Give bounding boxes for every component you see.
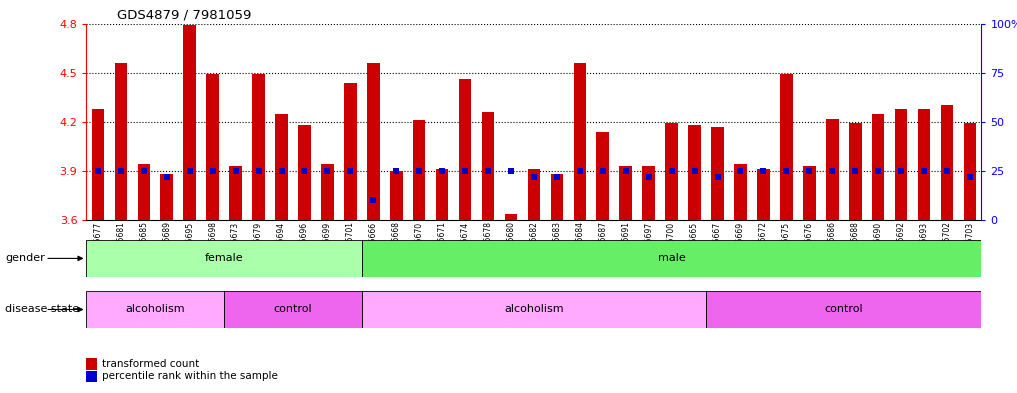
Bar: [86, 240, 362, 277]
Point: [870, 168, 886, 174]
Point: [135, 168, 152, 174]
Bar: [706, 291, 981, 328]
Bar: [115, 63, 127, 220]
Point: [710, 174, 726, 180]
Bar: [711, 127, 724, 220]
Point: [962, 174, 978, 180]
Point: [159, 174, 175, 180]
Bar: [86, 291, 224, 328]
Point: [365, 197, 381, 204]
Point: [182, 168, 198, 174]
Text: GDS4879 / 7981059: GDS4879 / 7981059: [117, 9, 251, 22]
Text: control: control: [825, 305, 863, 314]
Point: [250, 168, 266, 174]
Bar: [362, 291, 706, 328]
Point: [641, 174, 657, 180]
Bar: [504, 213, 518, 220]
Point: [342, 168, 358, 174]
Bar: [643, 166, 655, 220]
Point: [319, 168, 336, 174]
Point: [572, 168, 588, 174]
Bar: [757, 169, 770, 220]
Point: [89, 168, 106, 174]
Bar: [574, 63, 586, 220]
Bar: [367, 63, 379, 220]
Bar: [92, 109, 104, 220]
Bar: [780, 74, 792, 220]
Bar: [298, 125, 311, 220]
Point: [388, 168, 405, 174]
Point: [732, 168, 749, 174]
Bar: [895, 109, 907, 220]
Bar: [689, 125, 701, 220]
Bar: [941, 105, 953, 220]
Bar: [183, 25, 196, 220]
Bar: [413, 120, 425, 220]
Text: transformed count: transformed count: [102, 359, 199, 369]
Bar: [436, 169, 448, 220]
Point: [778, 168, 794, 174]
Bar: [276, 114, 288, 220]
Point: [939, 168, 955, 174]
Text: alcoholism: alcoholism: [504, 305, 563, 314]
Bar: [872, 114, 885, 220]
Bar: [206, 74, 219, 220]
Point: [595, 168, 611, 174]
Point: [824, 168, 840, 174]
Text: disease state: disease state: [5, 305, 79, 314]
Point: [663, 168, 679, 174]
Bar: [161, 174, 173, 220]
Point: [204, 168, 221, 174]
Text: percentile rank within the sample: percentile rank within the sample: [102, 371, 278, 382]
Bar: [344, 83, 357, 220]
Bar: [252, 74, 264, 220]
Bar: [224, 291, 362, 328]
Point: [893, 168, 909, 174]
Point: [274, 168, 290, 174]
Bar: [826, 119, 839, 220]
Bar: [803, 166, 816, 220]
Point: [847, 168, 863, 174]
Bar: [528, 169, 540, 220]
Point: [801, 168, 818, 174]
Point: [480, 168, 496, 174]
Point: [296, 168, 312, 174]
Text: gender: gender: [5, 253, 45, 263]
Bar: [619, 166, 632, 220]
Point: [113, 168, 129, 174]
Bar: [550, 174, 563, 220]
Point: [502, 168, 519, 174]
Point: [457, 168, 473, 174]
Text: male: male: [658, 253, 685, 263]
Text: alcoholism: alcoholism: [125, 305, 185, 314]
Point: [526, 174, 542, 180]
Point: [756, 168, 772, 174]
Bar: [459, 79, 472, 220]
Bar: [321, 164, 334, 220]
Point: [228, 168, 244, 174]
Bar: [229, 166, 242, 220]
Bar: [482, 112, 494, 220]
Point: [686, 168, 703, 174]
Bar: [596, 132, 609, 220]
Bar: [137, 164, 151, 220]
Text: control: control: [274, 305, 312, 314]
Point: [411, 168, 427, 174]
Bar: [665, 123, 678, 220]
Bar: [390, 171, 403, 220]
Bar: [734, 164, 746, 220]
Point: [434, 168, 451, 174]
Point: [916, 168, 933, 174]
Point: [549, 174, 565, 180]
Point: [617, 168, 634, 174]
Text: female: female: [204, 253, 243, 263]
Bar: [917, 109, 931, 220]
Bar: [849, 123, 861, 220]
Bar: [964, 123, 976, 220]
Bar: [362, 240, 981, 277]
